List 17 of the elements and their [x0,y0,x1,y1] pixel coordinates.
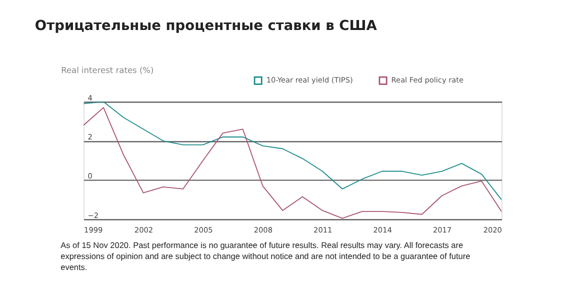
x-tick-label: 2002 [134,226,154,235]
x-tick-label: 2005 [194,226,214,235]
x-tick-label: 2020 [483,226,502,235]
x-tick-label: 2008 [254,226,273,235]
y-tick-label: −2 [88,210,99,220]
y-tick-label: 4 [88,93,93,102]
y-tick-label: 2 [88,132,92,142]
x-tick-label: 1999 [84,226,104,235]
y-tick-label: 0 [88,172,93,181]
y-axis-title: Real interest rates (%) [61,64,154,75]
text: As of 15 Nov 2020. Past performance is no guarantee of future results. Real results may vary. All forecasts are expressions of opinion and are subject to change without notice and are not intended to be a guarantee of future events. [60,240,471,272]
x-tick-label: 2011 [314,226,332,235]
x-tick-label: 2017 [432,226,452,235]
x-tick-label: 2014 [373,226,392,235]
chart-title: Отрицательные процентные ставки в США [34,18,378,34]
legend-label: 10-Year real yield (TIPS) [266,75,353,84]
legend-label: Real Fed policy rate [391,75,464,84]
